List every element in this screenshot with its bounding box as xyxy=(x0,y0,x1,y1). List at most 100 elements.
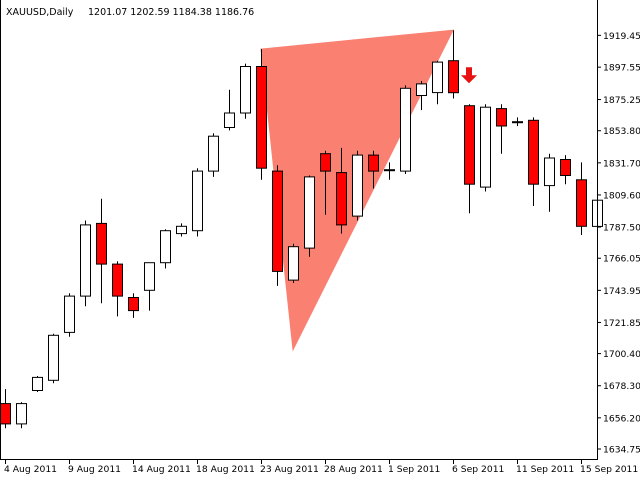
candle xyxy=(240,63,251,119)
candle xyxy=(32,376,43,392)
candle xyxy=(160,229,171,269)
candle xyxy=(192,168,203,237)
candle-body-bear xyxy=(336,172,347,226)
candle xyxy=(144,262,155,311)
candle-body-bull xyxy=(16,403,27,425)
candle xyxy=(400,85,411,174)
x-tick-label: 23 Aug 2011 xyxy=(260,464,319,475)
candle-body-bull xyxy=(48,334,59,381)
candle xyxy=(352,150,363,221)
candle xyxy=(208,133,219,177)
candle-body-bear xyxy=(560,159,571,176)
candle xyxy=(496,104,507,154)
candle-body-bear xyxy=(272,170,283,272)
candle-body-bull xyxy=(208,135,219,172)
x-tick-label: 6 Sep 2011 xyxy=(452,464,504,475)
candle-body-bear xyxy=(368,154,379,172)
candle xyxy=(432,60,443,105)
candle xyxy=(176,223,187,237)
candle-body-bull xyxy=(304,176,315,249)
y-tick-label: 1766.05 xyxy=(603,254,640,265)
candle-body-bear xyxy=(496,108,507,127)
candle xyxy=(48,333,59,384)
candle-body-bear xyxy=(128,297,139,312)
candle-body-bull xyxy=(32,376,43,391)
candle xyxy=(256,49,267,180)
candle xyxy=(272,165,283,286)
candle-body-bear xyxy=(96,222,107,265)
ohlc-label: 1201.07 1202.59 1184.38 1186.76 xyxy=(88,7,254,18)
y-tick-label: 1919.45 xyxy=(603,31,640,42)
candle-body-bear xyxy=(320,153,331,172)
candle xyxy=(512,117,523,127)
y-tick-label: 1634.75 xyxy=(603,445,640,456)
x-tick-label: 9 Aug 2011 xyxy=(68,464,121,475)
candle-body-bear xyxy=(576,179,587,227)
candle-body-bull xyxy=(544,157,555,187)
candle-body-bull xyxy=(160,230,171,264)
candle-body-bear xyxy=(0,403,11,425)
candle xyxy=(16,402,27,429)
y-tick-label: 1678.30 xyxy=(603,381,640,392)
x-tick-label: 18 Aug 2011 xyxy=(196,464,255,475)
y-tick-label: 1853.80 xyxy=(603,126,640,137)
candle xyxy=(80,220,91,307)
x-tick-label: 4 Aug 2011 xyxy=(4,464,57,475)
candle-body-bull xyxy=(176,225,187,235)
candle-body-bull xyxy=(416,83,427,97)
candle xyxy=(320,150,331,215)
candle-body-bull xyxy=(512,121,523,124)
candle xyxy=(224,89,235,131)
y-tick-label: 1831.70 xyxy=(603,158,640,169)
candle xyxy=(384,162,395,180)
candle xyxy=(64,293,75,337)
candle-body-bear xyxy=(112,263,123,297)
y-tick-label: 1809.60 xyxy=(603,190,640,201)
candle xyxy=(544,153,555,212)
candle-body-bull xyxy=(192,170,203,232)
candle-body-bull xyxy=(352,154,363,217)
candle-body-bull xyxy=(64,295,75,333)
candle-body-bull xyxy=(144,262,155,291)
candle-body-bull xyxy=(480,106,491,188)
y-tick-label: 1787.50 xyxy=(603,223,640,234)
candle-body-bear xyxy=(528,119,539,185)
candle xyxy=(112,261,123,317)
candle-body-bull xyxy=(224,112,235,128)
candle-body-bear xyxy=(464,105,475,185)
candle xyxy=(464,104,475,214)
candle xyxy=(416,81,427,111)
sell-arrow-icon xyxy=(461,67,477,84)
x-tick-label: 28 Aug 2011 xyxy=(324,464,383,475)
x-tick-label: 15 Sep 2011 xyxy=(580,464,638,475)
y-tick-label: 1875.25 xyxy=(603,95,640,106)
candle xyxy=(576,162,587,235)
candle-body-bear xyxy=(448,60,459,94)
candle-body-bull xyxy=(384,169,395,172)
y-tick-label: 1897.55 xyxy=(603,63,640,74)
y-tick-label: 1721.85 xyxy=(603,318,640,329)
y-tick-label: 1656.20 xyxy=(603,413,640,424)
candle-body-bull xyxy=(288,246,299,281)
y-tick-label: 1700.40 xyxy=(603,349,640,360)
candle xyxy=(288,243,299,283)
candle xyxy=(560,155,571,185)
symbol-label: XAUUSD,Daily xyxy=(6,7,74,18)
candle-body-bull xyxy=(400,87,411,172)
candle xyxy=(128,293,139,318)
candle-body-bull xyxy=(432,61,443,94)
candle xyxy=(368,150,379,189)
candle xyxy=(448,30,459,99)
candle-body-bull xyxy=(80,224,91,297)
x-tick-label: 14 Aug 2011 xyxy=(132,464,191,475)
candle-body-bear xyxy=(256,66,267,169)
x-tick-label: 11 Sep 2011 xyxy=(516,464,574,475)
candle xyxy=(480,104,491,192)
candle-body-bull xyxy=(240,66,251,114)
candle xyxy=(528,117,539,206)
x-tick-label: 1 Sep 2011 xyxy=(388,464,440,475)
candle xyxy=(304,175,315,257)
y-tick-label: 1743.95 xyxy=(603,286,640,297)
